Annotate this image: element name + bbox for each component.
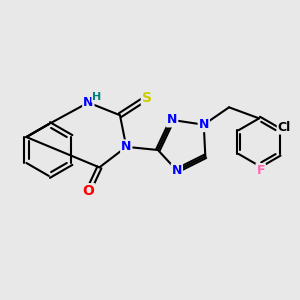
Text: N: N [167, 113, 177, 127]
Text: S: S [142, 91, 152, 105]
Text: N: N [83, 96, 94, 109]
Text: N: N [172, 164, 182, 177]
Text: N: N [199, 118, 209, 131]
Text: N: N [121, 140, 131, 153]
Text: Cl: Cl [278, 121, 291, 134]
Text: O: O [82, 184, 94, 198]
Text: H: H [92, 92, 101, 102]
Text: F: F [256, 164, 265, 177]
